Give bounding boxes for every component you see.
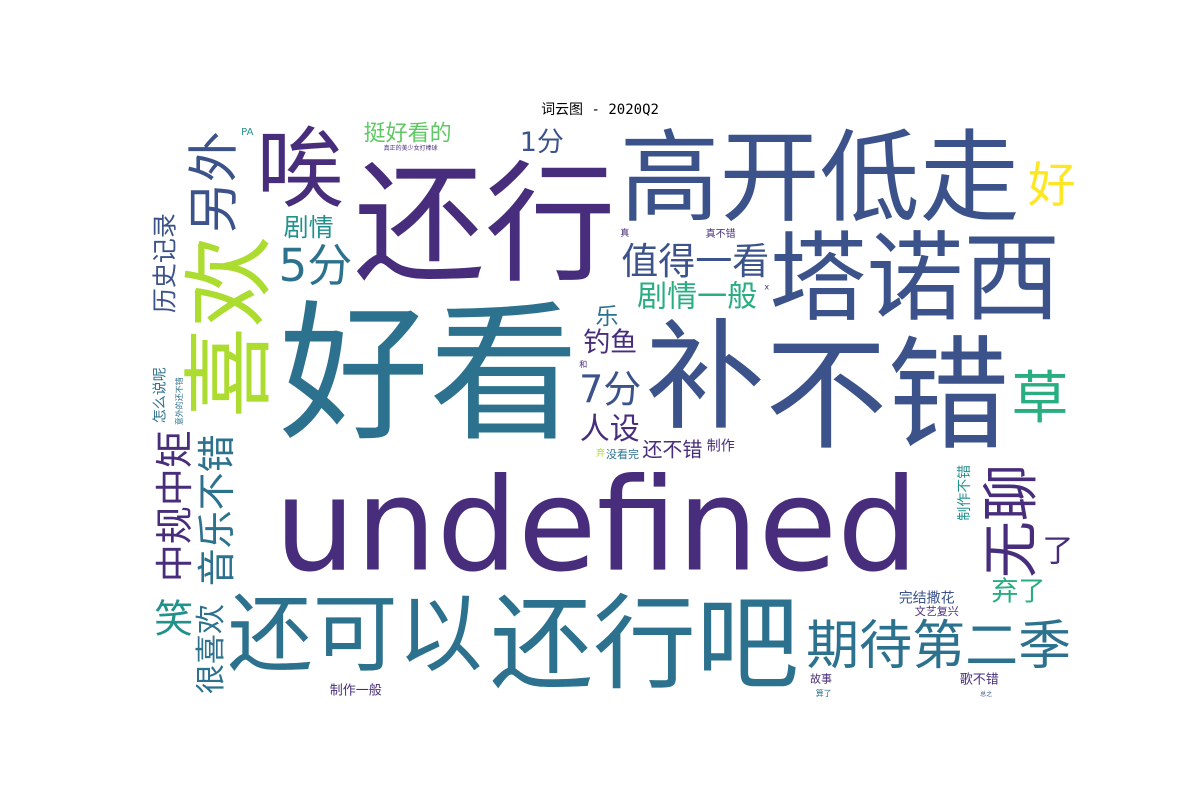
word-cloud-term: 还行吧 [490,585,799,700]
word-cloud-term: 音乐不错 [195,434,239,586]
word-cloud-term: 还不错 [642,438,702,462]
word-cloud-term: 很喜欢 [194,604,229,694]
word-cloud-term: 无聊 [979,464,1045,578]
word-cloud-term: 歌不错 [960,673,999,688]
word-cloud-term: 怎么说呢 [153,367,169,423]
word-cloud-term: 弃 [596,447,605,459]
word-cloud-term: 中规中矩 [153,430,197,582]
word-cloud-term: PA [241,127,253,138]
word-cloud-term: 笑 [154,598,193,643]
word-cloud-term: 高开低走 [620,120,1020,237]
word-cloud-term: 文艺复兴 [915,604,959,618]
word-cloud-term: 不错 [765,325,1009,467]
word-cloud-term: 1分 [520,127,564,158]
word-cloud-term: undefined [274,452,918,601]
word-cloud-term: 真正的美少女打棒球 [384,144,438,152]
word-cloud-term: 补 [646,309,765,447]
word-cloud-term: 制作 [707,439,735,455]
word-cloud-term: 了 [1042,533,1073,569]
word-cloud-term: 7分 [579,367,641,411]
word-cloud-term: 塔诺西 [769,222,1060,335]
word-cloud-term: 草 [1011,365,1068,431]
word-cloud-term: 剧情一般 [637,280,757,315]
word-cloud-term: 弃了 [991,576,1045,607]
word-cloud-term: 剧情 [284,213,334,242]
word-cloud-term: 挺好看的 [364,121,452,146]
word-cloud-term: 和 [579,360,587,369]
word-cloud-term: 制作不错 [957,465,973,521]
word-cloud-term: 还可以 [228,586,483,685]
word-cloud: 好看 还行 undefined 不错补还可以 还行吧 高开低走 塔诺西 喜欢 唉期待第二季 中规中… [150,120,1080,700]
word-cloud-term: 没看完 [606,447,639,461]
word-cloud-term: 人设 [580,412,640,447]
word-cloud-term: 钓鱼 [583,328,637,359]
word-cloud-term: 乐 [596,304,619,330]
word-cloud-term: 好 [1028,158,1076,214]
word-cloud-term: 5分 [279,239,353,292]
word-cloud-term: 好看 [279,288,579,462]
word-cloud-term: 还行 [354,148,616,301]
word-cloud-term: 制作一般 [330,683,382,699]
word-cloud-term: 意外的还不错 [174,377,184,425]
word-cloud-term: 故事 [810,671,832,685]
word-cloud-term: 真 [620,227,629,239]
word-cloud-term: 期待第二季 [806,615,1071,676]
word-cloud-term: 总之 [980,690,992,698]
word-cloud-term: 值得一看 [621,240,769,283]
word-cloud-term: 历史记录 [151,213,180,313]
word-cloud-term: 喜欢 [178,236,283,418]
word-cloud-term: 完结撒花 [899,591,955,607]
word-cloud-term: 真不错 [706,227,736,240]
word-cloud-term: x [764,283,769,292]
word-cloud-term: 算了 [816,688,832,698]
word-cloud-term: 另外 [186,131,245,233]
word-cloud-term: 唉 [256,120,344,221]
chart-title: 词云图 - 2020Q2 [541,102,659,118]
